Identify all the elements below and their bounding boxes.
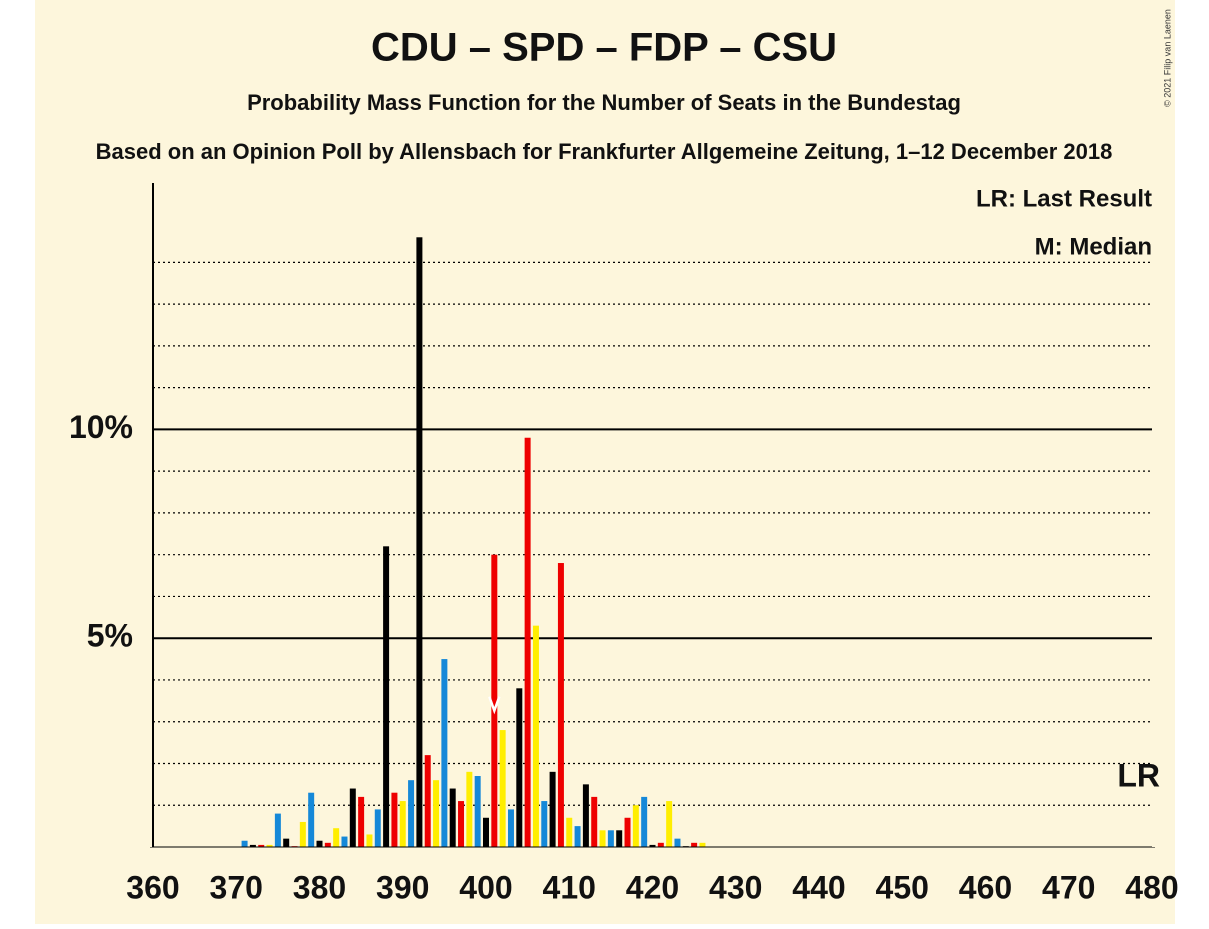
bar (599, 830, 606, 847)
legend-entry: LR: Last Result (976, 185, 1152, 212)
bar (266, 844, 273, 847)
bar (491, 554, 498, 847)
x-tick-label: 480 (1125, 869, 1178, 905)
median-marker (488, 696, 501, 715)
bar (641, 796, 648, 847)
x-tick-label: 380 (293, 869, 346, 905)
bar (374, 809, 381, 847)
bar (316, 840, 323, 847)
bar (649, 844, 656, 847)
chart-subtitle: Based on an Opinion Poll by Allensbach f… (96, 139, 1113, 164)
bar (582, 784, 589, 847)
bar (674, 838, 681, 847)
last-result-label: LR (1117, 757, 1160, 793)
bar (574, 826, 581, 847)
bar (449, 788, 456, 847)
bar (274, 813, 281, 847)
copyright: © 2021 Filip van Laenen (1162, 9, 1172, 107)
bar (549, 771, 556, 847)
x-tick-label: 430 (709, 869, 762, 905)
bar (441, 659, 448, 847)
bar (474, 776, 481, 847)
x-tick-label: 470 (1042, 869, 1095, 905)
x-tick-label: 400 (459, 869, 512, 905)
y-tick-label: 5% (87, 618, 133, 654)
bar (516, 688, 523, 847)
bar (424, 755, 431, 847)
bar (691, 842, 698, 847)
bar (458, 801, 465, 847)
y-tick-label: 10% (69, 409, 133, 445)
x-tick-label: 420 (626, 869, 679, 905)
bar (566, 817, 573, 847)
bar (308, 792, 315, 847)
bar (616, 830, 623, 847)
legend-entry: M: Median (1035, 233, 1152, 260)
bar (591, 796, 598, 847)
x-tick-label: 450 (876, 869, 929, 905)
bar (391, 792, 398, 847)
bar (341, 836, 348, 847)
bar (349, 788, 356, 847)
bar (416, 237, 423, 847)
x-tick-label: 360 (126, 869, 179, 905)
bar (483, 817, 489, 847)
bar (632, 805, 639, 847)
bar (408, 780, 415, 847)
bar (532, 625, 539, 847)
bar (499, 730, 506, 847)
x-tick-label: 410 (543, 869, 596, 905)
chart-subtitle: Probability Mass Function for the Number… (247, 90, 961, 115)
bar (249, 844, 256, 847)
bar (657, 842, 664, 847)
bar (383, 546, 390, 847)
x-tick-label: 370 (210, 869, 263, 905)
bar (299, 821, 306, 847)
x-tick-label: 390 (376, 869, 429, 905)
x-tick-label: 460 (959, 869, 1012, 905)
bar (624, 817, 631, 847)
bar (324, 842, 331, 847)
bar (358, 796, 365, 847)
chart-title: CDU – SPD – FDP – CSU (371, 26, 837, 70)
bar (258, 844, 265, 847)
bar (366, 834, 373, 847)
bar (541, 801, 548, 847)
bar (399, 801, 406, 847)
bar (666, 801, 673, 847)
bar (557, 563, 564, 847)
bar (699, 842, 706, 847)
bar (524, 437, 531, 847)
background (35, 0, 1175, 924)
bar (283, 838, 290, 847)
bar (466, 771, 473, 847)
bar (607, 830, 614, 847)
bar (241, 840, 248, 847)
bar (433, 780, 440, 847)
bar (333, 828, 340, 847)
bar (507, 809, 514, 847)
x-tick-label: 440 (792, 869, 845, 905)
